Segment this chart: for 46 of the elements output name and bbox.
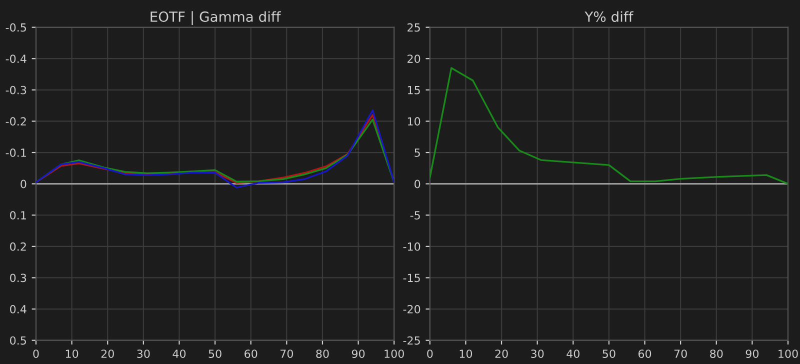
- x-tick-label: 40: [172, 350, 186, 358]
- y-tick-label: -25: [403, 336, 420, 345]
- x-tick-label: 90: [352, 350, 365, 358]
- y-tick-label: -0.1: [6, 148, 26, 157]
- y-tick-label: 0: [414, 180, 420, 188]
- y-tick-label: -0.2: [6, 117, 26, 126]
- y-tick-label: 0.2: [10, 242, 26, 251]
- x-tick-label: 0: [427, 350, 433, 358]
- y-tick-label: 0.4: [10, 305, 26, 314]
- y-tick-label: 5: [414, 148, 420, 157]
- y-tick-label: 15: [408, 86, 420, 94]
- y-tick-label: -10: [403, 242, 420, 251]
- y-tick-label: -20: [403, 305, 420, 314]
- y-tick-label: -5: [410, 211, 420, 220]
- y-tick-label: 0.1: [10, 211, 26, 220]
- x-tick-label: 20: [101, 350, 114, 358]
- chart-title: Y% diff: [584, 11, 634, 22]
- x-tick-label: 20: [495, 350, 508, 358]
- x-tick-label: 60: [638, 350, 652, 358]
- x-tick-label: 50: [208, 350, 222, 358]
- x-tick-label: 100: [778, 350, 798, 358]
- y-tick-label: 10: [408, 117, 420, 126]
- x-tick-label: 100: [384, 350, 404, 358]
- x-tick-label: 60: [244, 350, 258, 358]
- x-tick-label: 70: [674, 350, 687, 358]
- y-tick-label: -0.5: [6, 23, 26, 32]
- x-tick-label: 90: [746, 350, 759, 358]
- y-tick-label: 0: [20, 180, 26, 188]
- y-tick-label: 0.5: [10, 336, 26, 345]
- x-tick-label: 40: [566, 350, 580, 358]
- y-tick-label: 20: [408, 54, 420, 63]
- x-tick-label: 50: [602, 350, 616, 358]
- x-tick-label: 30: [137, 350, 150, 358]
- y-tick-label: 25: [408, 23, 420, 32]
- x-tick-label: 10: [66, 350, 78, 358]
- x-tick-label: 10: [460, 350, 472, 358]
- x-tick-label: 0: [33, 350, 39, 358]
- y-tick-label: -0.3: [6, 86, 26, 94]
- y-tick-label: -0.4: [6, 54, 26, 63]
- y-tick-label: 0.3: [10, 274, 26, 282]
- y-tick-label: -15: [403, 274, 420, 282]
- x-tick-label: 70: [280, 350, 293, 358]
- x-tick-label: 80: [710, 350, 723, 358]
- x-tick-label: 80: [316, 350, 329, 358]
- chart-title: EOTF | Gamma diff: [150, 11, 282, 26]
- x-tick-label: 30: [531, 350, 544, 358]
